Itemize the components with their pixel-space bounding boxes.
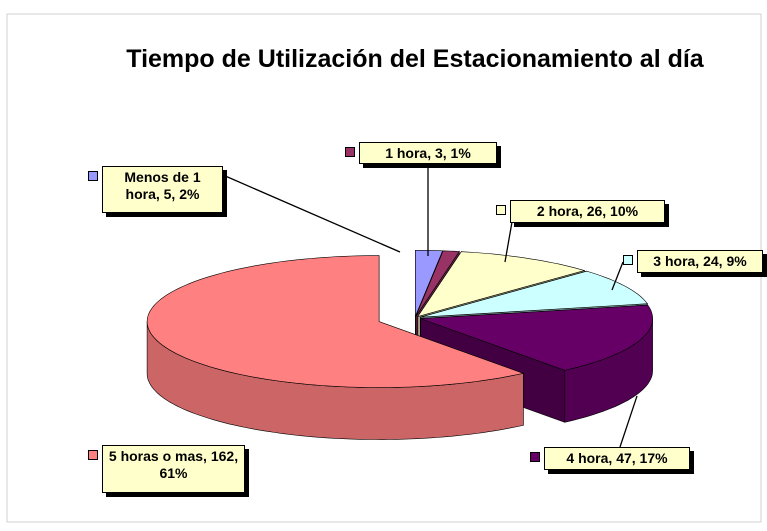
leader-line	[611, 261, 624, 291]
leader-line	[222, 174, 401, 253]
legend-key	[88, 171, 98, 181]
legend-key	[530, 452, 540, 462]
slice-top	[417, 251, 586, 318]
slice-top	[420, 270, 648, 318]
legend-key	[345, 147, 355, 157]
data-label: 1 hora, 3, 1%	[359, 142, 497, 164]
data-label: 3 hora, 24, 9%	[637, 250, 763, 273]
legend-key	[623, 255, 633, 265]
legend-key	[88, 450, 98, 460]
slice-top	[415, 250, 460, 317]
pie	[146, 250, 653, 440]
leader-line	[619, 395, 638, 448]
data-label: Menos de 1 hora, 5, 2%	[102, 166, 223, 213]
slice-top	[420, 304, 653, 371]
data-label: 5 horas o mas, 162, 61%	[102, 445, 245, 493]
slice-top	[415, 250, 444, 317]
slice-top	[146, 255, 525, 388]
chart-title: Tiempo de Utilización del Estacionamient…	[126, 45, 704, 73]
leader-line	[504, 221, 513, 263]
legend-key	[496, 205, 506, 215]
data-label: 4 hora, 47, 17%	[544, 447, 690, 470]
data-label: 2 hora, 26, 10%	[510, 200, 665, 223]
leader-lines	[222, 163, 638, 448]
